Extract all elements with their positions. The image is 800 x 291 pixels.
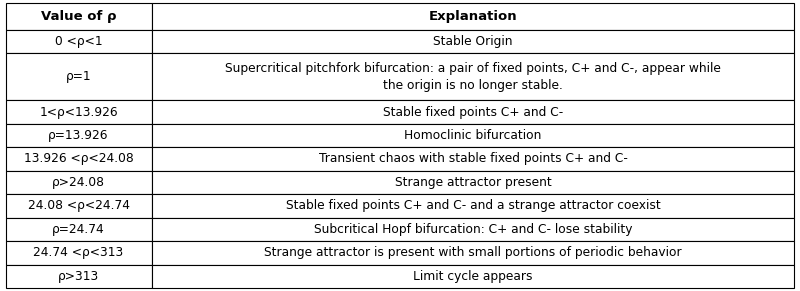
Bar [151, 218, 794, 241]
Text: 24.08 <ρ<24.74: 24.08 <ρ<24.74 [27, 199, 130, 212]
Text: 0 <ρ<1: 0 <ρ<1 [54, 35, 102, 48]
Bar [151, 3, 794, 30]
Bar [6, 53, 151, 100]
Text: ρ=1: ρ=1 [66, 70, 91, 83]
Text: Limit cycle appears: Limit cycle appears [414, 270, 533, 283]
Bar [6, 265, 151, 288]
Bar [151, 124, 794, 147]
Bar [151, 100, 794, 124]
Bar [6, 241, 151, 265]
Bar [6, 218, 151, 241]
Bar [151, 241, 794, 265]
Bar [151, 30, 794, 53]
Text: Transient chaos with stable fixed points C+ and C-: Transient chaos with stable fixed points… [318, 152, 627, 166]
Bar [6, 124, 151, 147]
Text: Stable fixed points C+ and C-: Stable fixed points C+ and C- [383, 106, 563, 118]
Text: Value of ρ: Value of ρ [41, 10, 116, 23]
Text: ρ=13.926: ρ=13.926 [48, 129, 109, 142]
Bar [6, 3, 151, 30]
Text: 13.926 <ρ<24.08: 13.926 <ρ<24.08 [24, 152, 134, 166]
Text: Supercritical pitchfork bifurcation: a pair of fixed points, C+ and C-, appear w: Supercritical pitchfork bifurcation: a p… [225, 62, 721, 92]
Text: ρ>24.08: ρ>24.08 [52, 176, 105, 189]
Bar [151, 147, 794, 171]
Text: Homoclinic bifurcation: Homoclinic bifurcation [404, 129, 542, 142]
Bar [6, 171, 151, 194]
Text: Stable Origin: Stable Origin [434, 35, 513, 48]
Bar [151, 265, 794, 288]
Text: Strange attractor is present with small portions of periodic behavior: Strange attractor is present with small … [264, 246, 682, 259]
Bar [151, 171, 794, 194]
Bar [6, 194, 151, 218]
Text: ρ>313: ρ>313 [58, 270, 99, 283]
Bar [6, 30, 151, 53]
Text: Stable fixed points C+ and C- and a strange attractor coexist: Stable fixed points C+ and C- and a stra… [286, 199, 660, 212]
Text: Strange attractor present: Strange attractor present [394, 176, 551, 189]
Bar [6, 100, 151, 124]
Bar [151, 194, 794, 218]
Text: 24.74 <ρ<313: 24.74 <ρ<313 [34, 246, 124, 259]
Text: ρ=24.74: ρ=24.74 [52, 223, 105, 236]
Text: 1<ρ<13.926: 1<ρ<13.926 [39, 106, 118, 118]
Bar [6, 147, 151, 171]
Text: Subcritical Hopf bifurcation: C+ and C- lose stability: Subcritical Hopf bifurcation: C+ and C- … [314, 223, 632, 236]
Bar [151, 53, 794, 100]
Text: Explanation: Explanation [429, 10, 518, 23]
